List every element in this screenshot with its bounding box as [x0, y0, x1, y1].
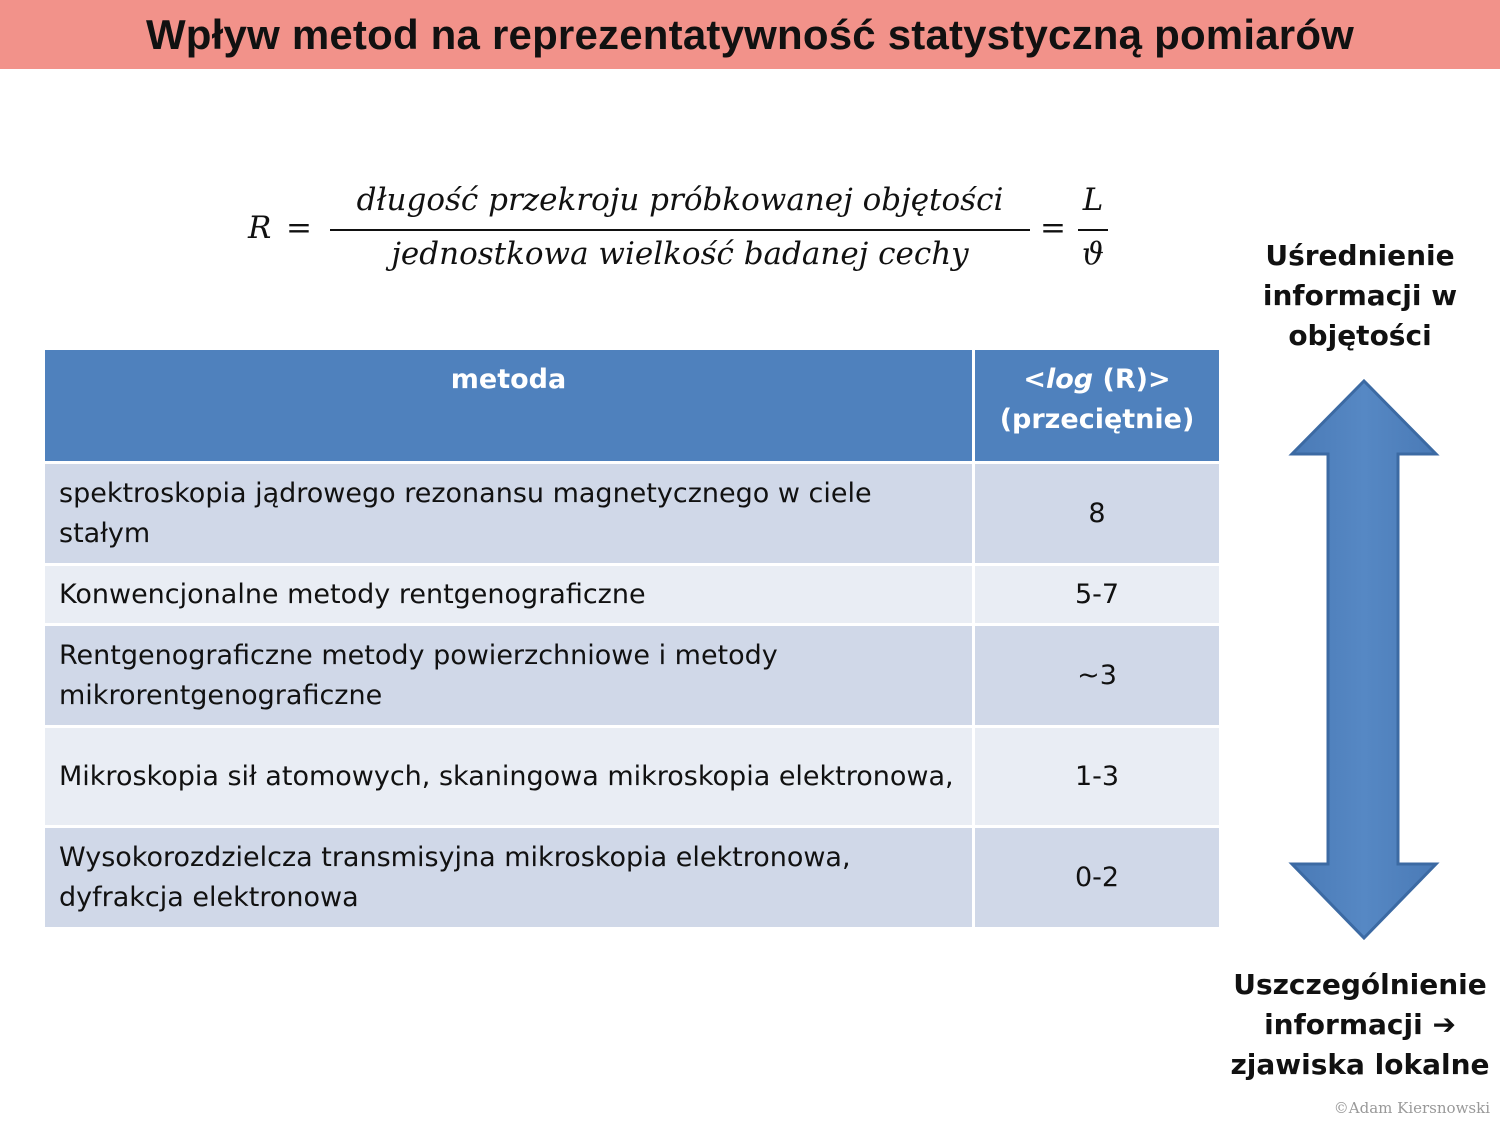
header-log-suffix: (R)>	[1093, 364, 1171, 395]
localization-label-line: zjawiska lokalne	[1230, 1048, 1490, 1081]
short-fraction-bar	[1078, 229, 1108, 231]
double-arrow-shape	[1288, 378, 1440, 941]
method-cell: Rentgenograficzne metody powierzchniowe …	[42, 623, 975, 728]
log-value-cell: 8	[972, 461, 1222, 566]
method-cell: Mikroskopia sił atomowych, skaningowa mi…	[42, 725, 975, 828]
formula-equals-2: =	[1040, 210, 1066, 246]
formula-lhs: R	[248, 210, 272, 246]
methods-table: metoda <log (R)> (przeciętnie) spektrosko…	[42, 347, 1222, 930]
formula-denominator: jednostkowa wielkość badanej cechy	[391, 236, 969, 272]
header-log-prefix: <	[1023, 364, 1046, 395]
log-value-cell: 1-3	[972, 725, 1222, 828]
averaging-label-line: objętości	[1288, 319, 1432, 352]
formula-short-denominator: ϑ	[1081, 236, 1105, 272]
table-header-row: metoda <log (R)> (przeciętnie)	[42, 347, 1222, 464]
slide-title: Wpływ metod na reprezentatywność statyst…	[145, 10, 1355, 58]
log-value-cell: ~3	[972, 623, 1222, 728]
formula-short-numerator: L	[1082, 182, 1104, 218]
averaging-label-line: informacji w	[1262, 279, 1458, 312]
table-row: Wysokorozdzielcza transmisyjna mikroskop…	[42, 825, 1222, 930]
log-value-cell: 0-2	[972, 825, 1222, 930]
table-row: spektroskopia jądrowego rezonansu magnet…	[42, 461, 1222, 566]
header-method: metoda	[42, 347, 975, 464]
averaging-label-line: Uśrednienie	[1265, 239, 1455, 272]
formula-numerator: długość przekroju próbkowanej objętości	[356, 182, 1004, 218]
method-cell: Konwencjonalne metody rentgenograficzne	[42, 563, 975, 626]
formula: R = długość przekroju próbkowanej objęto…	[246, 180, 1116, 280]
log-value-cell: 5-7	[972, 563, 1222, 626]
method-cell: Wysokorozdzielcza transmisyjna mikroskop…	[42, 825, 975, 930]
title-bar: Wpływ metod na reprezentatywność statyst…	[0, 0, 1500, 69]
fraction-bar	[330, 229, 1030, 231]
copyright-text: ©Adam Kiersnowski	[1333, 1099, 1490, 1117]
averaging-label: Uśrednienie informacji w objętości	[1240, 236, 1480, 356]
formula-equals-1: =	[286, 210, 312, 246]
double-arrow-icon	[1288, 378, 1440, 941]
table-row: Konwencjonalne metody rentgenograficzne …	[42, 563, 1222, 626]
header-log-r: <log (R)> (przeciętnie)	[972, 347, 1222, 464]
table-row: Rentgenograficzne metody powierzchniowe …	[42, 623, 1222, 728]
table-row: Mikroskopia sił atomowych, skaningowa mi…	[42, 725, 1222, 828]
method-cell: spektroskopia jądrowego rezonansu magnet…	[42, 461, 975, 566]
localization-label-line: informacji ➔	[1264, 1008, 1456, 1041]
header-log-line2: (przeciętnie)	[999, 404, 1195, 435]
header-log-italic: log	[1045, 364, 1094, 395]
localization-label-line: Uszczególnienie	[1233, 968, 1487, 1001]
localization-label: Uszczególnienie informacji ➔ zjawiska lo…	[1220, 965, 1500, 1085]
